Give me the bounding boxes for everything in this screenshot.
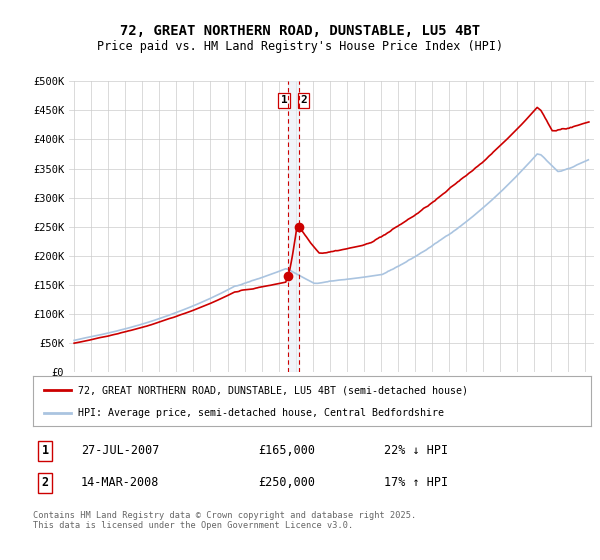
Bar (289, 81, 299, 372)
Text: 17% ↑ HPI: 17% ↑ HPI (384, 476, 448, 489)
Text: 27-JUL-2007: 27-JUL-2007 (81, 444, 160, 458)
Text: 72, GREAT NORTHERN ROAD, DUNSTABLE, LU5 4BT (semi-detached house): 72, GREAT NORTHERN ROAD, DUNSTABLE, LU5 … (77, 385, 467, 395)
Text: 1: 1 (281, 95, 287, 105)
Text: 14-MAR-2008: 14-MAR-2008 (81, 476, 160, 489)
Text: Contains HM Land Registry data © Crown copyright and database right 2025.
This d: Contains HM Land Registry data © Crown c… (33, 511, 416, 530)
Text: 22% ↓ HPI: 22% ↓ HPI (384, 444, 448, 458)
Text: 2: 2 (300, 95, 307, 105)
Text: £250,000: £250,000 (258, 476, 315, 489)
Text: 1: 1 (41, 444, 49, 458)
Text: Price paid vs. HM Land Registry's House Price Index (HPI): Price paid vs. HM Land Registry's House … (97, 40, 503, 53)
Text: HPI: Average price, semi-detached house, Central Bedfordshire: HPI: Average price, semi-detached house,… (77, 408, 443, 418)
Text: 72, GREAT NORTHERN ROAD, DUNSTABLE, LU5 4BT: 72, GREAT NORTHERN ROAD, DUNSTABLE, LU5 … (120, 24, 480, 38)
Text: 2: 2 (41, 476, 49, 489)
Text: £165,000: £165,000 (258, 444, 315, 458)
